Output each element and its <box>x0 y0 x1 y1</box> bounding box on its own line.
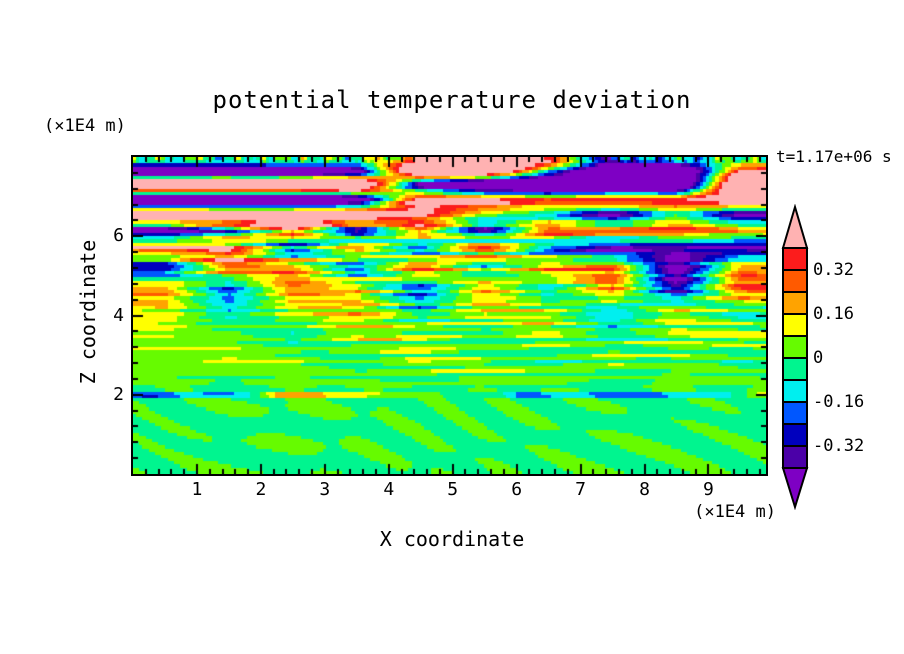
x-tick-label: 7 <box>575 479 586 500</box>
colorbar-tick-label: -0.32 <box>813 436 865 456</box>
colorbar-segment <box>782 335 808 359</box>
colorbar-over-arrow <box>781 203 809 249</box>
colorbar-segment <box>782 247 808 271</box>
x-tick-label: 8 <box>639 479 650 500</box>
z-tick-label: 4 <box>113 304 124 326</box>
x-axis-unit-label: (×1E4 m) <box>694 502 776 522</box>
colorbar-tick-label: 0.16 <box>813 304 854 324</box>
contour-field-canvas <box>133 157 766 474</box>
colorbar-tick-label: -0.16 <box>813 392 865 412</box>
colorbar-segment <box>782 379 808 403</box>
x-tick-label: 1 <box>191 479 203 500</box>
x-tick-label: 2 <box>255 479 267 500</box>
colorbar-segment <box>782 357 808 381</box>
z-tick-label: 6 <box>113 225 124 247</box>
colorbar-tick-label: 0.32 <box>813 260 854 280</box>
colorbar-segment <box>782 445 808 469</box>
colorbar <box>780 203 810 514</box>
colorbar-segment <box>782 401 808 425</box>
x-tick-label: 9 <box>703 479 714 500</box>
x-tick-label: 3 <box>319 479 331 500</box>
colorbar-under-arrow <box>781 467 809 511</box>
z-tick-label: 2 <box>113 383 124 405</box>
plot-frame <box>131 155 768 476</box>
x-tick-label: 4 <box>383 479 395 500</box>
colorbar-segment <box>782 423 808 447</box>
x-tick-label: 6 <box>511 479 523 500</box>
chart-title: potential temperature deviation <box>212 86 692 114</box>
x-tick-label: 5 <box>447 479 459 500</box>
colorbar-tick-label: 0 <box>813 348 824 368</box>
z-axis-unit-label: (×1E4 m) <box>44 116 126 136</box>
x-axis-title: X coordinate <box>379 527 525 551</box>
colorbar-segment <box>782 291 808 315</box>
time-stamp-label: t=1.17e+06 s <box>776 147 892 166</box>
colorbar-segment <box>782 313 808 337</box>
colorbar-segment <box>782 269 808 293</box>
